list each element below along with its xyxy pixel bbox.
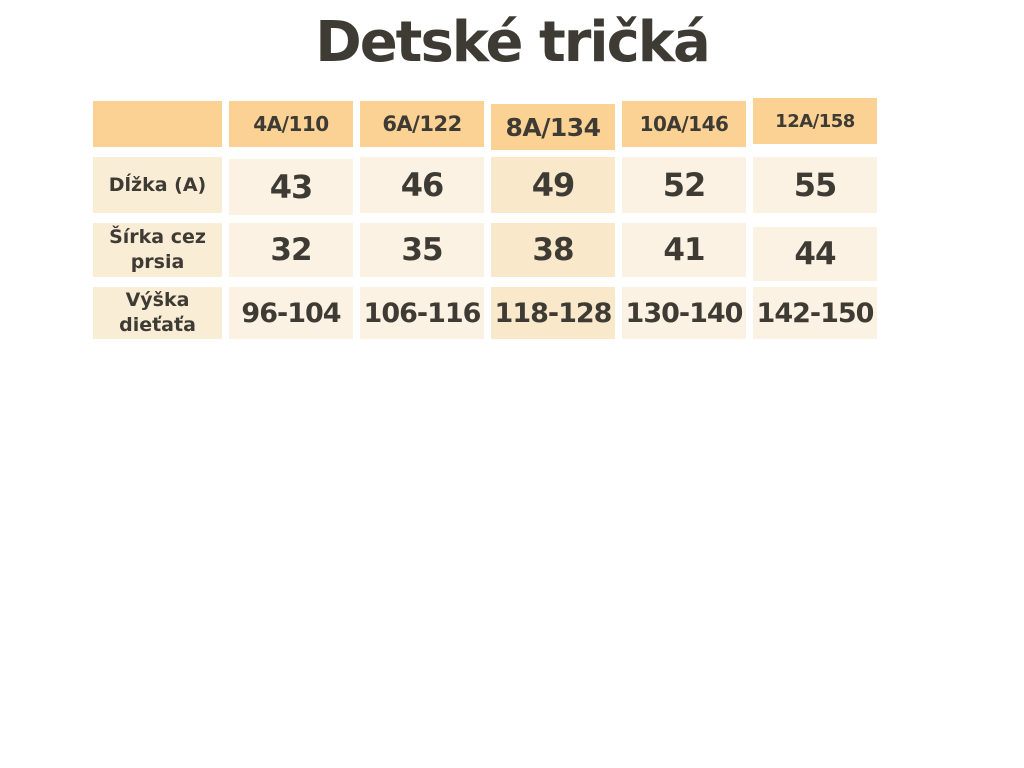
size-cell-width-4a110: 32 xyxy=(229,223,353,277)
size-cell-length-4a110: 43 xyxy=(229,159,353,215)
size-cell-height-12a158: 142-150 xyxy=(753,287,877,339)
size-cell-width-10a146: 41 xyxy=(622,223,746,277)
size-cell-width-6a122: 35 xyxy=(360,223,484,277)
column-header-8a-134: 8A/134 xyxy=(491,104,615,150)
size-cell-length-8a134: 49 xyxy=(491,157,615,213)
size-cell-height-4a110: 96-104 xyxy=(229,287,353,339)
size-cell-height-8a134: 118-128 xyxy=(491,287,615,339)
size-cell-width-12a158: 44 xyxy=(753,227,877,281)
column-header-blank xyxy=(93,101,222,147)
size-cell-length-10a146: 52 xyxy=(622,157,746,213)
size-cell-height-6a122: 106-116 xyxy=(360,287,484,339)
page-title: Detské tričká xyxy=(315,10,711,75)
row-label-chest-width: Šírka cez prsia xyxy=(93,223,222,277)
column-header-6a-122: 6A/122 xyxy=(360,101,484,147)
size-cell-height-10a146: 130-140 xyxy=(622,287,746,339)
column-header-12a-158: 12A/158 xyxy=(753,98,877,144)
size-cell-length-12a158: 55 xyxy=(753,157,877,213)
size-chart-table: 4A/110 6A/122 8A/134 10A/146 12A/158 Dĺž… xyxy=(93,98,878,339)
column-header-4a-110: 4A/110 xyxy=(229,101,353,147)
row-label-child-height: Výška dieťaťa xyxy=(93,287,222,339)
size-cell-length-6a122: 46 xyxy=(360,157,484,213)
row-label-length: Dĺžka (A) xyxy=(93,157,222,213)
column-header-10a-146: 10A/146 xyxy=(622,101,746,147)
size-cell-width-8a134: 38 xyxy=(491,223,615,277)
